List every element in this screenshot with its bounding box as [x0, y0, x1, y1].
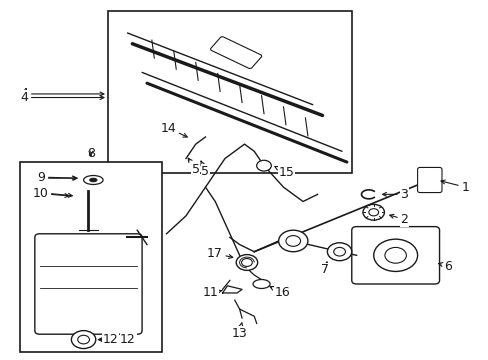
Text: 2: 2	[389, 213, 407, 226]
Text: 11: 11	[203, 287, 222, 300]
Circle shape	[285, 235, 300, 246]
FancyBboxPatch shape	[351, 226, 439, 284]
FancyBboxPatch shape	[417, 167, 441, 193]
Bar	[108, 12, 351, 173]
Circle shape	[362, 204, 384, 220]
Text: 1: 1	[440, 180, 468, 194]
Circle shape	[256, 160, 271, 171]
Circle shape	[241, 258, 252, 266]
Text: 10: 10	[32, 186, 72, 199]
Circle shape	[368, 209, 378, 216]
Circle shape	[236, 255, 257, 270]
Text: 5: 5	[201, 161, 209, 177]
Text: 7: 7	[320, 262, 328, 276]
Circle shape	[278, 230, 307, 252]
Text: 9: 9	[37, 171, 76, 184]
Text: 15: 15	[274, 166, 294, 179]
Circle shape	[384, 247, 406, 263]
Text: 5: 5	[188, 158, 199, 176]
Circle shape	[333, 247, 345, 256]
Text: 3: 3	[382, 188, 407, 201]
Ellipse shape	[252, 279, 269, 288]
Circle shape	[78, 335, 89, 344]
Bar	[20, 162, 161, 352]
Circle shape	[327, 243, 351, 261]
Text: 17: 17	[206, 247, 232, 260]
Text: 6: 6	[438, 260, 451, 273]
Text: 12: 12	[98, 333, 119, 346]
Circle shape	[71, 330, 96, 348]
Text: 13: 13	[231, 323, 247, 340]
Text: 8: 8	[87, 147, 95, 159]
Ellipse shape	[83, 176, 103, 184]
Text: 16: 16	[269, 287, 290, 300]
Text: 4: 4	[20, 91, 104, 104]
FancyBboxPatch shape	[210, 37, 261, 68]
FancyBboxPatch shape	[35, 234, 142, 334]
Circle shape	[373, 239, 417, 271]
Text: 10: 10	[32, 187, 69, 200]
Text: 4: 4	[20, 87, 104, 100]
Text: 9: 9	[37, 172, 77, 185]
Text: 8: 8	[87, 147, 95, 159]
Text: 12: 12	[100, 333, 136, 346]
Text: 14: 14	[160, 122, 187, 137]
Ellipse shape	[89, 178, 97, 182]
